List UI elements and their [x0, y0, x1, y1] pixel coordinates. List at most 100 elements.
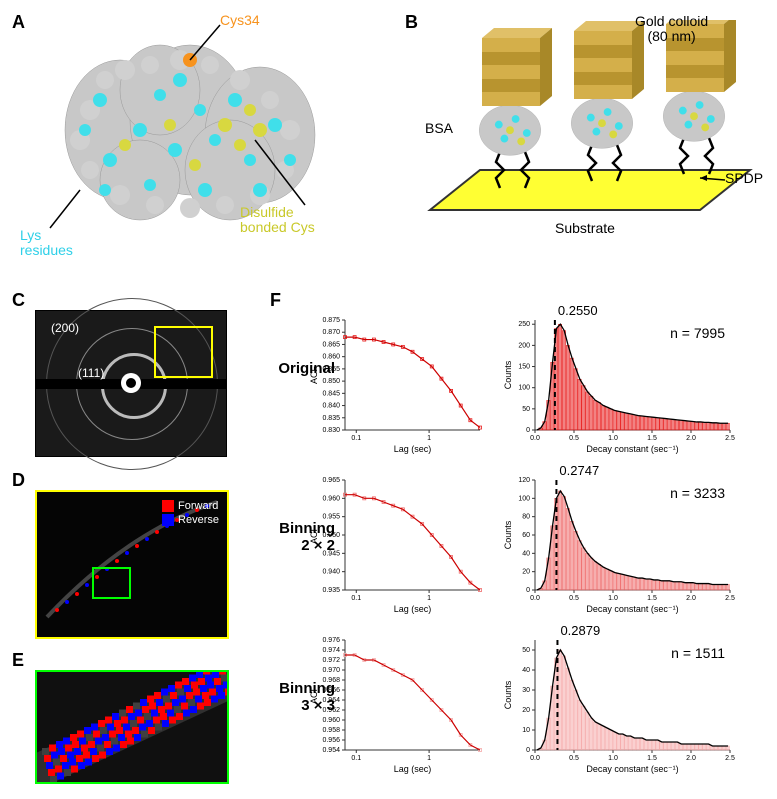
svg-text:0.845: 0.845 — [322, 390, 340, 397]
svg-text:Decay constant (sec⁻¹): Decay constant (sec⁻¹) — [586, 444, 678, 454]
svg-text:40: 40 — [522, 667, 530, 674]
svg-text:40: 40 — [522, 550, 530, 557]
panel-label-f: F — [270, 290, 281, 311]
svg-text:2.0: 2.0 — [686, 595, 696, 602]
svg-text:120: 120 — [518, 477, 530, 484]
panel-label-d: D — [12, 470, 25, 491]
svg-text:Decay constant (sec⁻¹): Decay constant (sec⁻¹) — [586, 764, 678, 774]
svg-text:ACF: ACF — [309, 525, 319, 544]
svg-text:0.850: 0.850 — [322, 378, 340, 385]
svg-text:0.0: 0.0 — [530, 755, 540, 762]
figure-root: A — [10, 10, 767, 789]
svg-text:50: 50 — [522, 647, 530, 654]
svg-text:Decay constant (sec⁻¹): Decay constant (sec⁻¹) — [586, 604, 678, 614]
label-200: (200) — [51, 321, 79, 335]
svg-text:ACF: ACF — [309, 685, 319, 704]
svg-text:100: 100 — [518, 385, 530, 392]
svg-text:0.945: 0.945 — [322, 550, 340, 557]
svg-text:0.840: 0.840 — [322, 403, 340, 410]
svg-text:n = 7995: n = 7995 — [670, 325, 725, 341]
svg-text:0.1: 0.1 — [351, 435, 361, 442]
svg-text:0.830: 0.830 — [322, 427, 340, 434]
svg-text:0.5: 0.5 — [569, 435, 579, 442]
svg-text:2.5: 2.5 — [725, 755, 735, 762]
svg-text:n = 3233: n = 3233 — [670, 485, 725, 501]
protein-svg — [50, 30, 330, 230]
svg-text:1.5: 1.5 — [647, 595, 657, 602]
svg-text:0.954: 0.954 — [322, 747, 340, 754]
svg-text:2.5: 2.5 — [725, 595, 735, 602]
svg-text:0.958: 0.958 — [322, 727, 340, 734]
svg-text:0.2747: 0.2747 — [559, 463, 599, 478]
svg-text:80: 80 — [522, 514, 530, 521]
svg-text:Counts: Counts — [503, 680, 513, 709]
svg-text:150: 150 — [518, 364, 530, 371]
label-cys34: Cys34 — [220, 12, 260, 28]
svg-text:0.965: 0.965 — [322, 477, 340, 484]
svg-text:100: 100 — [518, 495, 530, 502]
svg-text:0: 0 — [526, 427, 530, 434]
svg-text:0.960: 0.960 — [322, 717, 340, 724]
svg-text:Counts: Counts — [503, 520, 513, 549]
svg-text:10: 10 — [522, 727, 530, 734]
svg-text:0.968: 0.968 — [322, 677, 340, 684]
svg-text:0.955: 0.955 — [322, 514, 340, 521]
svg-text:1: 1 — [427, 435, 431, 442]
svg-text:0.1: 0.1 — [351, 755, 361, 762]
panel-label-a: A — [12, 12, 25, 33]
legend: Forward Reverse — [162, 500, 219, 526]
svg-text:20: 20 — [522, 569, 530, 576]
svg-text:1.5: 1.5 — [647, 755, 657, 762]
svg-text:Counts: Counts — [503, 360, 513, 389]
acf-chart: 0.9540.9560.9580.9600.9620.9640.9660.968… — [345, 640, 480, 750]
svg-text:0.2879: 0.2879 — [560, 623, 600, 638]
label-disulfide: Disulfidebonded Cys — [240, 205, 315, 236]
svg-text:0: 0 — [526, 747, 530, 754]
histogram-chart: 0501001502002500.00.51.01.52.02.50.2550n… — [535, 320, 730, 430]
svg-text:n = 1511: n = 1511 — [671, 645, 725, 661]
svg-text:0.962: 0.962 — [322, 707, 340, 714]
svg-text:1: 1 — [427, 595, 431, 602]
svg-text:0.855: 0.855 — [322, 366, 340, 373]
svg-text:0.960: 0.960 — [322, 495, 340, 502]
svg-text:1.0: 1.0 — [608, 755, 618, 762]
panel-label-b: B — [405, 12, 418, 33]
svg-text:0.0: 0.0 — [530, 435, 540, 442]
panel-e-box — [35, 670, 229, 784]
svg-text:0: 0 — [526, 587, 530, 594]
svg-text:0.940: 0.940 — [322, 569, 340, 576]
svg-text:0.935: 0.935 — [322, 587, 340, 594]
svg-text:0.972: 0.972 — [322, 657, 340, 664]
panel-d-box: Forward Reverse — [35, 490, 229, 639]
svg-text:1.5: 1.5 — [647, 435, 657, 442]
svg-text:50: 50 — [522, 406, 530, 413]
label-substrate: Substrate — [555, 220, 615, 236]
diffraction-pattern: (200) (111) — [35, 310, 227, 457]
svg-text:0.875: 0.875 — [322, 317, 340, 324]
panel-label-e: E — [12, 650, 24, 671]
svg-text:1.0: 1.0 — [608, 595, 618, 602]
svg-text:2.0: 2.0 — [686, 435, 696, 442]
label-gold-colloid: Gold colloid(80 nm) — [635, 14, 708, 45]
svg-text:0.865: 0.865 — [322, 341, 340, 348]
svg-text:0.870: 0.870 — [322, 329, 340, 336]
svg-text:Lag (sec): Lag (sec) — [394, 604, 432, 614]
svg-text:0.966: 0.966 — [322, 687, 340, 694]
svg-text:1.0: 1.0 — [608, 435, 618, 442]
svg-text:30: 30 — [522, 687, 530, 694]
svg-text:0.835: 0.835 — [322, 415, 340, 422]
svg-text:250: 250 — [518, 321, 530, 328]
svg-text:60: 60 — [522, 532, 530, 539]
svg-text:Lag (sec): Lag (sec) — [394, 444, 432, 454]
panel-e-pixels — [37, 672, 227, 782]
svg-text:Lag (sec): Lag (sec) — [394, 764, 432, 774]
legend-forward: Forward — [178, 500, 218, 512]
svg-text:2.5: 2.5 — [725, 435, 735, 442]
svg-text:0.976: 0.976 — [322, 637, 340, 644]
svg-text:0.0: 0.0 — [530, 595, 540, 602]
svg-text:20: 20 — [522, 707, 530, 714]
acf-chart: 0.8300.8350.8400.8450.8500.8550.8600.865… — [345, 320, 480, 430]
histogram-chart: 0204060801001200.00.51.01.52.02.50.2747n… — [535, 480, 730, 590]
svg-text:200: 200 — [518, 342, 530, 349]
svg-text:0.1: 0.1 — [351, 595, 361, 602]
